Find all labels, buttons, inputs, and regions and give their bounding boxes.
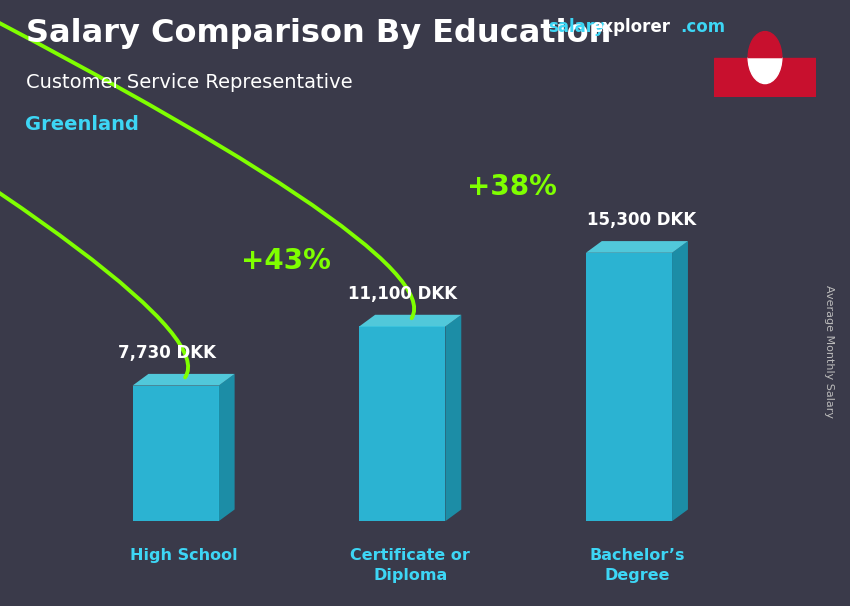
Polygon shape bbox=[586, 241, 688, 253]
Text: 15,300 DKK: 15,300 DKK bbox=[587, 211, 696, 230]
Bar bbox=[714, 58, 816, 97]
Text: 11,100 DKK: 11,100 DKK bbox=[348, 285, 457, 303]
Text: explorer: explorer bbox=[591, 18, 670, 36]
Polygon shape bbox=[218, 374, 235, 521]
Text: High School: High School bbox=[130, 548, 237, 563]
Text: Greenland: Greenland bbox=[26, 115, 139, 134]
Text: Average Monthly Salary: Average Monthly Salary bbox=[824, 285, 834, 418]
Polygon shape bbox=[445, 315, 462, 521]
Wedge shape bbox=[748, 58, 782, 84]
Polygon shape bbox=[133, 385, 218, 521]
Text: +38%: +38% bbox=[468, 173, 558, 201]
Wedge shape bbox=[748, 32, 782, 58]
Text: Bachelor’s
Degree: Bachelor’s Degree bbox=[589, 548, 685, 582]
Polygon shape bbox=[586, 253, 672, 521]
Text: Salary Comparison By Education: Salary Comparison By Education bbox=[26, 18, 611, 49]
Text: salary: salary bbox=[548, 18, 605, 36]
Polygon shape bbox=[133, 374, 235, 385]
Text: Certificate or
Diploma: Certificate or Diploma bbox=[350, 548, 470, 582]
Polygon shape bbox=[360, 315, 462, 327]
Text: .com: .com bbox=[680, 18, 725, 36]
Polygon shape bbox=[360, 327, 445, 521]
Text: 7,730 DKK: 7,730 DKK bbox=[118, 344, 216, 362]
Text: +43%: +43% bbox=[241, 247, 331, 275]
Text: Customer Service Representative: Customer Service Representative bbox=[26, 73, 352, 92]
Polygon shape bbox=[672, 241, 688, 521]
